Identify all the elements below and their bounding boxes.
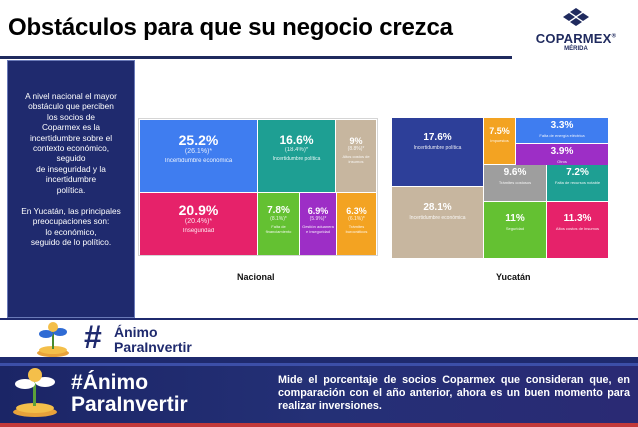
yucatan-tile-1: 17.6% Incertidumbre política	[392, 118, 483, 186]
bottom-accent-strip	[0, 423, 638, 427]
yucatan-tile-7: 7.2% Falta de recursos notable	[547, 165, 608, 201]
tile-label: Impuestos	[490, 138, 509, 143]
tile-label: Falta de financiamiento	[265, 224, 292, 234]
hashtag-text-large: #Ánimo ParaInvertir	[71, 371, 188, 416]
logo-wordmark: COPARMEX®	[535, 31, 617, 46]
tile-value: 17.6%	[423, 132, 452, 143]
tile-label: Incertidumbre económica	[409, 215, 466, 221]
animo-banner-large	[0, 363, 638, 427]
banner-accent-line	[0, 363, 638, 366]
nacional-tile-5: 7.8% (8.1%)* Falta de financiamiento	[258, 193, 299, 255]
tile-label: Incertidumbre política	[413, 145, 462, 151]
tile-label: Altos costos de insumos	[555, 226, 600, 231]
summary-paragraph-national: A nivel nacional el mayor obstáculo que …	[25, 91, 117, 195]
tile-label: Falta de recursos notable	[554, 180, 601, 185]
tile-previous-value: (20.4%)*	[184, 218, 213, 225]
tile-value: 16.6%	[279, 133, 314, 147]
tile-previous-value: (18.4%)*	[284, 147, 309, 153]
tile-value: 6.9%	[307, 206, 329, 216]
tile-value: 25.2%	[178, 132, 219, 148]
yucatan-tile-9: 11.3% Altos costos de insumos	[547, 202, 608, 258]
nacional-tile-4: 20.9% (20.4%)* Inseguridad	[140, 193, 257, 255]
tile-value: 28.1%	[423, 202, 452, 213]
tile-previous-value: (8.1%)*	[270, 216, 287, 222]
tile-value: 6.3%	[346, 206, 367, 216]
nacional-tile-6: 6.9% (5.9%)* Gestión aduanera e insegurida…	[300, 193, 336, 255]
summary-panel: A nivel nacional el mayor obstáculo que …	[7, 60, 135, 318]
nacional-tile-7: 6.3% (6.1%)* Trámites burocráticos	[337, 193, 376, 255]
tile-label: Incertidumbre política	[272, 156, 321, 162]
chart-label-yucatan: Yucatán	[496, 272, 531, 282]
nacional-tile-3: 9% (8.8%)* Altos costos de insumos	[336, 120, 376, 192]
tile-label: Altos costos de insumos	[342, 154, 370, 164]
tile-label: Otros	[557, 159, 567, 164]
coparmex-logo: COPARMEX® MÉRIDA	[526, 8, 626, 68]
tile-label: Falta de energía eléctrica	[539, 133, 585, 138]
coin-plant-icon-large	[13, 368, 57, 417]
tile-value: 11.3%	[563, 213, 592, 224]
yucatan-tile-4: 3.9% Otros	[516, 144, 608, 165]
animo-banner-small	[0, 318, 638, 359]
banner-divider	[0, 357, 638, 363]
tile-value: 3.3%	[550, 120, 574, 131]
tile-value: 20.9%	[178, 202, 219, 218]
tile-previous-value: (5.9%)*	[309, 216, 327, 222]
tile-previous-value: (8.8%)*	[347, 146, 365, 152]
hashtag-symbol-small: #	[84, 319, 102, 355]
tile-previous-value: (26.1%)*	[184, 148, 213, 155]
chart-label-nacional: Nacional	[237, 272, 275, 282]
tile-value: 9%	[349, 136, 363, 146]
coin-plant-icon	[37, 322, 69, 357]
hashtag-text-small: Ánimo ParaInvertir	[114, 324, 192, 355]
tile-value: 9.6%	[503, 167, 527, 178]
yucatan-tile-2: 7.5% Impuestos	[484, 118, 515, 164]
banner-message: Mide el porcentaje de socios Coparmex qu…	[278, 374, 630, 412]
yucatan-tile-6: 9.6% Trámites costosos	[484, 165, 546, 201]
page-title: Obstáculos para que su negocio crezca	[8, 14, 453, 41]
tile-value: 7.5%	[489, 126, 510, 136]
tile-value: 7.8%	[267, 205, 290, 216]
logo-city: MÉRIDA	[564, 46, 588, 52]
summary-paragraph-yucatan: En Yucatán, las principales preocupacion…	[21, 206, 121, 248]
yucatan-tile-3: 3.3% Falta de energía eléctrica	[516, 118, 608, 143]
nacional-tile-1: 25.2% (26.1%)* Incertidumbre económica	[140, 120, 257, 192]
nacional-tile-2: 16.6% (18.4%)* Incertidumbre política	[258, 120, 335, 192]
tile-label: Seguridad	[505, 226, 525, 231]
treemap-nacional-frame	[138, 118, 378, 256]
tile-label: Trámites burocráticos	[345, 224, 368, 234]
tile-label: Inseguridad	[182, 228, 215, 234]
yucatan-tile-8: 11% Seguridad	[484, 202, 546, 258]
yucatan-tile-5: 28.1% Incertidumbre económica	[392, 187, 483, 258]
tile-label: Gestión aduanera e inseguridad	[302, 224, 334, 234]
tile-label: Trámites costosos	[498, 180, 532, 185]
tile-value: 3.9%	[550, 146, 574, 157]
tile-previous-value: (6.1%)*	[348, 216, 365, 222]
tile-value: 11%	[505, 213, 525, 224]
coparmex-mark-icon	[563, 8, 589, 26]
title-underline	[0, 56, 512, 59]
tile-label: Incertidumbre económica	[164, 158, 233, 164]
tile-value: 7.2%	[566, 167, 589, 178]
